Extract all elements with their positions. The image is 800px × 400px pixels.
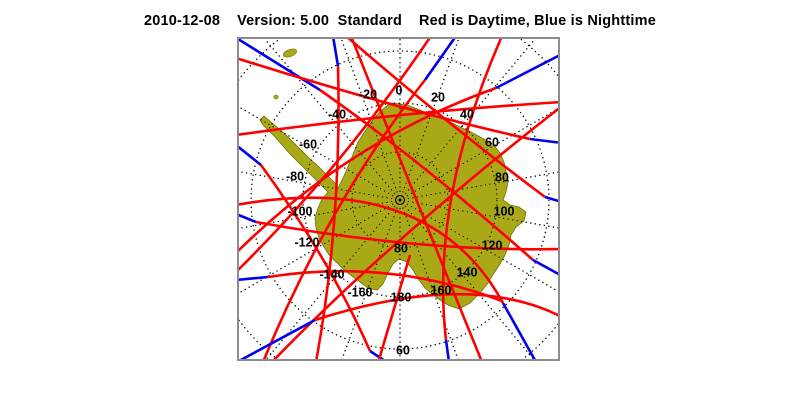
graticule-label: 100	[494, 205, 515, 219]
graticule-label: 60	[485, 136, 499, 150]
graticule-label: -120	[294, 236, 319, 250]
daytime-track-segment	[347, 39, 546, 199]
graticule-label: 140	[457, 266, 478, 280]
daytime-track-segment	[267, 269, 503, 303]
map-border	[237, 37, 560, 361]
nighttime-track-segment	[332, 39, 340, 67]
daytime-track-segment	[239, 196, 505, 304]
ground-track	[273, 107, 558, 359]
nighttime-track-segment	[444, 339, 450, 359]
map-inner: 0 20 40 60 80 100 120 140 160 180 -20 -40 -60 -80 -100…	[239, 39, 558, 359]
daytime-track-segment	[259, 164, 372, 352]
graticule-label: -140	[319, 268, 344, 282]
ground-track	[350, 39, 483, 359]
ground-track	[262, 39, 456, 359]
ground-track	[347, 39, 558, 203]
graticule-label: 80	[495, 171, 509, 185]
graticule-label: 20	[431, 91, 445, 105]
ground-track	[239, 39, 558, 276]
ground-track	[239, 269, 503, 303]
ground-track	[239, 292, 558, 359]
graticule-label: 160	[431, 284, 452, 298]
ground-track	[377, 254, 412, 359]
plot-title: 2010-12-08 Version: 5.00 Standard Red is…	[143, 13, 656, 29]
nighttime-track-segment	[532, 258, 558, 276]
daytime-track-segment	[314, 292, 558, 322]
daytime-track-segment	[262, 79, 427, 359]
daytime-track-segment	[239, 39, 431, 271]
nighttime-track-segment	[423, 39, 456, 81]
graticule-label: -160	[347, 286, 372, 300]
graticule-label: 120	[482, 239, 503, 253]
nighttime-track-segment	[495, 54, 558, 90]
daytime-track-segment	[319, 88, 534, 261]
graticule-label: -80	[286, 170, 304, 184]
nighttime-track-segment	[239, 39, 321, 92]
ground-track	[239, 100, 558, 136]
daytime-track-segment	[255, 220, 558, 251]
graticule-label: 180	[391, 291, 412, 305]
nighttime-track-segment	[529, 137, 558, 144]
pole-marker	[394, 194, 406, 206]
graticule-label: -60	[299, 138, 317, 152]
ground-track	[239, 57, 558, 144]
nighttime-track-segment	[239, 213, 257, 224]
island	[283, 48, 297, 58]
ground-track	[239, 39, 431, 271]
graticule-label: 40	[460, 108, 474, 122]
nighttime-track-segment	[239, 145, 262, 167]
latitude-circle	[250, 50, 550, 350]
map-labels: 0 20 40 60 80 100 120 140 160 180 -20 -40 -60 -80 -100…	[286, 84, 515, 358]
ground-track	[239, 213, 558, 251]
graticule-label: -100	[287, 205, 312, 219]
graticule-label: 80	[394, 242, 408, 256]
nighttime-track-segment	[544, 195, 558, 203]
daytime-track-segment	[273, 107, 558, 359]
graticule-label: 60	[396, 344, 410, 358]
daytime-track-segment	[239, 100, 558, 136]
daytime-track-segment	[377, 254, 412, 359]
graticule-label: -40	[328, 108, 346, 122]
graticule-label: -20	[359, 88, 377, 102]
ground-tracks	[239, 39, 558, 359]
nighttime-track-segment	[239, 275, 269, 282]
nighttime-track-segment	[239, 318, 316, 359]
daytime-track-segment	[350, 39, 483, 359]
daytime-track-segment	[239, 57, 531, 141]
graticule-label: 0	[396, 84, 403, 98]
nighttime-track-segment	[501, 302, 536, 359]
ground-track	[239, 196, 536, 359]
island	[273, 94, 279, 100]
